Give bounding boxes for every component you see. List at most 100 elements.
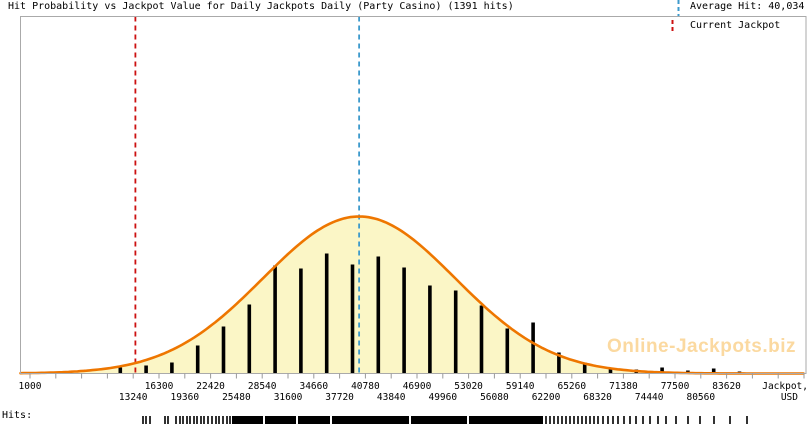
hit-mark xyxy=(629,416,631,424)
hit-marks-dense-block xyxy=(232,416,263,424)
hit-mark xyxy=(164,416,166,424)
hit-mark xyxy=(602,416,604,424)
watermark-text: Online-Jackpots.biz xyxy=(607,336,796,357)
hit-mark xyxy=(218,416,220,424)
hit-mark xyxy=(585,416,587,424)
hit-mark xyxy=(617,416,619,424)
hit-mark xyxy=(226,416,228,424)
hit-mark xyxy=(565,416,567,424)
hit-mark xyxy=(211,416,213,424)
hit-mark xyxy=(149,416,151,424)
hit-mark xyxy=(713,416,715,424)
histogram-bar xyxy=(376,256,381,374)
hit-mark xyxy=(207,416,209,424)
histogram-bar xyxy=(247,304,252,374)
hit-mark xyxy=(203,416,205,424)
hit-mark xyxy=(746,416,748,424)
hit-mark xyxy=(561,416,563,424)
x-tick-label: 19360 xyxy=(170,392,200,403)
histogram-bar xyxy=(608,367,613,374)
hit-mark xyxy=(179,416,181,424)
hit-mark xyxy=(642,416,644,424)
x-axis-unit-line2: USD xyxy=(780,392,798,403)
hit-mark xyxy=(589,416,591,424)
hit-marks-dense-block xyxy=(411,416,467,424)
distribution-curve xyxy=(19,215,805,375)
histogram-bar xyxy=(505,328,510,374)
histogram-bar xyxy=(299,268,303,374)
hit-mark xyxy=(581,416,583,424)
x-tick-label: 46900 xyxy=(402,381,432,392)
hit-mark xyxy=(545,416,547,424)
x-tick-label: 37720 xyxy=(325,392,354,403)
histogram-bar xyxy=(273,265,277,374)
hit-mark xyxy=(189,416,191,424)
hit-mark xyxy=(215,416,217,424)
legend-current-jackpot-label: Current Jackpot xyxy=(690,20,781,31)
hit-mark xyxy=(167,416,169,424)
hit-marks-dense-block xyxy=(265,416,296,424)
x-tick-label: 65260 xyxy=(557,381,587,392)
hits-row-label: Hits: xyxy=(2,410,33,421)
histogram-bar xyxy=(221,326,226,374)
histogram-bar xyxy=(118,367,123,374)
x-tick-label: 68320 xyxy=(583,392,612,403)
x-tick-label: 13240 xyxy=(118,392,148,403)
hit-mark xyxy=(573,416,575,424)
x-tick-label: 34660 xyxy=(299,381,329,392)
hit-mark xyxy=(675,416,677,424)
hit-mark xyxy=(623,416,625,424)
hit-mark xyxy=(229,416,231,424)
x-tick-label: 31600 xyxy=(273,392,303,403)
x-tick-label: 16300 xyxy=(144,381,174,392)
distribution-curve-fill xyxy=(20,216,806,374)
hit-mark xyxy=(729,416,731,424)
hit-mark xyxy=(145,416,147,424)
hit-mark xyxy=(200,416,202,424)
hit-mark xyxy=(193,416,195,424)
chart-title: Hit Probability vs Jackpot Value for Dai… xyxy=(8,1,514,12)
hit-mark xyxy=(175,416,177,424)
x-tick-label: 83620 xyxy=(712,381,741,392)
hit-mark xyxy=(182,416,184,424)
histogram-bar xyxy=(582,362,587,374)
histogram-bar xyxy=(350,264,355,374)
histogram-bar xyxy=(170,362,174,374)
x-tick-label: 59140 xyxy=(505,381,535,392)
x-tick-label: 1000 xyxy=(18,381,42,392)
x-tick-label: 43840 xyxy=(376,392,406,403)
x-tick-label: 28540 xyxy=(247,381,277,392)
hit-mark xyxy=(607,416,609,424)
histogram-bar xyxy=(195,345,200,374)
hit-marks-dense-block xyxy=(298,416,330,424)
histogram-bar xyxy=(402,267,406,374)
histogram-bar xyxy=(453,290,458,374)
hit-mark xyxy=(657,416,659,424)
hit-mark xyxy=(553,416,555,424)
hit-marks-dense-block xyxy=(469,416,543,424)
hit-mark xyxy=(612,416,614,424)
x-tick-label: 71380 xyxy=(609,381,638,392)
hit-mark xyxy=(186,416,188,424)
hit-mark xyxy=(549,416,551,424)
hit-marks-dense-block xyxy=(332,416,409,424)
x-tick-label: 40780 xyxy=(351,381,380,392)
hit-mark xyxy=(557,416,559,424)
hit-mark xyxy=(222,416,224,424)
histogram-bar xyxy=(531,322,535,374)
x-axis-ticks xyxy=(29,373,805,379)
hit-mark xyxy=(699,416,701,424)
x-tick-label: 53020 xyxy=(454,381,483,392)
legend-average-hit-label: Average Hit: 40,034 xyxy=(690,1,805,12)
hit-mark xyxy=(635,416,637,424)
hit-mark xyxy=(687,416,689,424)
histogram-bar xyxy=(479,305,484,374)
hits-strip xyxy=(142,416,748,424)
x-tick-label: 56080 xyxy=(480,392,509,403)
hit-mark xyxy=(597,416,599,424)
hit-mark xyxy=(649,416,651,424)
hit-mark xyxy=(142,416,144,424)
x-tick-label: 49960 xyxy=(428,392,458,403)
